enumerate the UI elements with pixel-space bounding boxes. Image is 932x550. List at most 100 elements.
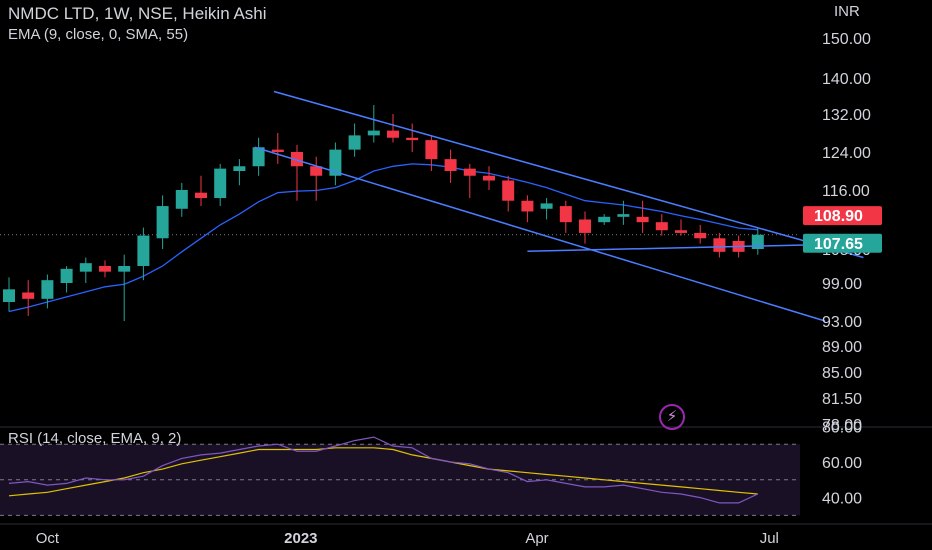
trendline: [254, 146, 826, 322]
candle-body: [79, 263, 92, 272]
candle: [118, 254, 131, 321]
price-label-tag: 107.65: [803, 233, 882, 253]
candle-body: [463, 168, 476, 176]
time-tick-label: Jul: [760, 530, 779, 547]
candle-body: [425, 140, 438, 160]
time-tick-label: 2023: [284, 530, 317, 547]
candle: [406, 123, 419, 152]
candle-body: [252, 147, 265, 167]
price-tick-label: 99.00: [822, 276, 862, 293]
candle: [367, 105, 380, 143]
price-tick-label: 116.00: [822, 183, 870, 200]
currency-label: INR: [834, 3, 860, 20]
candle: [252, 137, 265, 176]
ema-layer: [8, 163, 758, 313]
rsi-axis[interactable]: 80.00 60.00 40.00: [822, 419, 862, 507]
price-tag-box: [803, 233, 882, 253]
candle-body: [406, 137, 419, 141]
candle: [310, 156, 323, 201]
candle: [387, 114, 399, 143]
candle-body: [579, 219, 591, 233]
candle-body: [41, 280, 54, 299]
candle: [540, 198, 553, 220]
time-axis[interactable]: Oct 2023 Apr Jul: [0, 523, 932, 547]
ema-line: [8, 163, 758, 313]
rsi-ma-line: [8, 447, 758, 497]
candle: [3, 277, 15, 312]
candle: [444, 149, 457, 183]
candle-body: [3, 289, 15, 302]
candle: [502, 175, 515, 212]
candle: [579, 211, 591, 244]
candle: [99, 260, 111, 278]
candle: [463, 163, 476, 199]
candle-body: [156, 206, 169, 239]
chart-legend[interactable]: NMDC LTD, 1W, NSE, Heikin Ashi EMA (9, c…: [8, 3, 267, 45]
candle-body: [329, 149, 342, 176]
price-tag-text: 107.65: [814, 236, 863, 253]
candle-body: [22, 292, 35, 299]
candle-body: [137, 235, 150, 266]
candle-body: [118, 266, 131, 272]
rsi-tick-label: 80.00: [822, 419, 862, 436]
candle: [617, 200, 630, 225]
candle: [713, 232, 726, 258]
lightning-bolt-icon[interactable]: ⚡: [659, 404, 685, 430]
candle-body: [291, 152, 303, 167]
candle: [655, 214, 668, 236]
candle-body: [195, 192, 207, 199]
rsi-indicator-label[interactable]: RSI (14, close, EMA, 9, 2): [8, 430, 182, 447]
candle-body: [483, 175, 495, 181]
time-tick-label: Apr: [525, 530, 548, 547]
candle: [79, 257, 92, 283]
price-tag-text: 108.90: [814, 208, 863, 225]
trendline: [273, 90, 864, 259]
candle: [233, 159, 246, 186]
price-tick-label: 89.00: [822, 339, 862, 356]
candle: [137, 227, 150, 281]
candle-body: [175, 190, 188, 209]
candle-body: [540, 203, 553, 209]
candle-body: [675, 230, 687, 233]
candle-body: [694, 232, 707, 239]
price-tick-label: 85.00: [822, 365, 862, 382]
candle-body: [99, 266, 111, 272]
rsi-tick-label: 40.00: [822, 491, 862, 508]
candle: [195, 175, 207, 207]
candle: [175, 182, 188, 217]
candle: [60, 266, 73, 293]
price-tick-label: 150.00: [822, 31, 871, 48]
rsi-line: [8, 436, 759, 504]
candle: [329, 142, 342, 186]
price-axis[interactable]: 150.00140.00132.00124.00116.00105.0099.0…: [803, 31, 882, 434]
price-tick-label: 78.00: [822, 417, 862, 434]
candle-body: [598, 216, 611, 223]
ema-indicator-label[interactable]: EMA (9, close, 0, SMA, 55): [8, 26, 189, 43]
candle-body: [636, 216, 649, 223]
price-tick-label: 132.00: [822, 107, 871, 124]
candle: [559, 200, 572, 233]
price-tick-label: 93.00: [822, 314, 862, 331]
candle: [348, 123, 361, 157]
candle: [694, 224, 707, 244]
rsi-pane: [0, 426, 932, 516]
rsi-tick-label: 60.00: [822, 455, 862, 472]
candle: [636, 200, 649, 233]
price-tick-label: 140.00: [822, 71, 871, 88]
candle: [22, 280, 35, 316]
time-tick-label: Oct: [36, 530, 60, 547]
symbol-title[interactable]: NMDC LTD, 1W, NSE, Heikin Ashi: [8, 4, 267, 23]
price-label-tag: 108.90: [803, 206, 882, 226]
candle: [675, 219, 687, 236]
price-tick-label: 81.50: [822, 391, 862, 408]
candle-body: [214, 168, 227, 199]
candle-body: [387, 130, 399, 138]
candle: [214, 163, 227, 207]
candles-layer: [3, 105, 764, 321]
price-tick-label: 124.00: [822, 145, 871, 162]
candle: [271, 133, 284, 164]
candle: [483, 166, 495, 190]
candle-body: [348, 135, 361, 150]
candle-body: [310, 166, 323, 176]
